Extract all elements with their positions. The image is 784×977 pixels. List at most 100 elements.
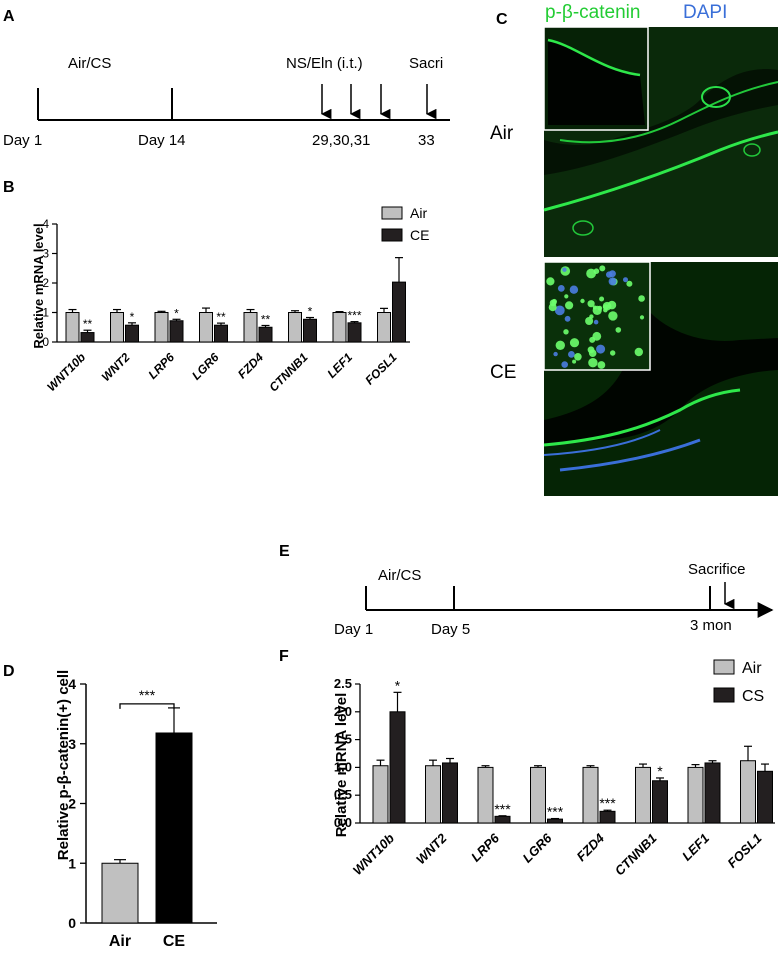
panel-b-bar-air: [243, 312, 258, 343]
panel-b-sig: **: [83, 317, 93, 331]
micrograph-cell: [588, 358, 598, 368]
micrograph-cell: [610, 350, 616, 356]
timeline-a-event-label: NS/Eln (i.t.): [286, 55, 363, 72]
panel-d-ytick-label: 3: [68, 736, 76, 752]
panel-b-bar-ce: [392, 281, 406, 343]
panel-b-sig: **: [216, 310, 226, 324]
panel-b-bar-air: [288, 312, 302, 343]
timeline-a-day33: 33: [418, 132, 435, 149]
panel-d-bar-air: [101, 862, 139, 924]
panel-f-bar-cs: [757, 770, 773, 824]
micrograph-cell: [592, 331, 602, 341]
micrograph-cell: [638, 295, 645, 302]
panel-b-sig: ***: [347, 309, 361, 323]
panel-b-chart: B Relative mRNA level Air CE 01234**WNT1…: [3, 179, 429, 395]
micrograph-cell: [569, 338, 580, 348]
micrograph-cell: [553, 351, 558, 357]
panel-d-ytick-label: 2: [68, 796, 76, 812]
panel-a: A Air/CS NS/Eln (i.t.) Sacri Day 1 Day 1…: [3, 8, 450, 149]
panel-b-bar-ce: [80, 332, 95, 343]
micrograph-cell: [593, 319, 599, 325]
panel-b-ytick-label: 0: [42, 335, 49, 349]
micrograph-cell: [597, 361, 606, 369]
micrograph-cell: [561, 361, 568, 368]
panel-c: C p-β-catenin DAPI Air CE: [490, 2, 779, 496]
micrograph-cell: [549, 299, 557, 307]
panel-b-bar-ce: [125, 324, 139, 343]
panel-b-ytick-label: 1: [42, 306, 49, 320]
panel-f-category-label: FOSL1: [724, 831, 764, 871]
micrograph-cell: [603, 307, 608, 313]
panel-b-bar-ce: [303, 318, 317, 343]
micrograph-cell: [562, 267, 567, 272]
panel-f-bar-cs: [442, 762, 458, 824]
panel-f-bar-air: [635, 766, 651, 824]
panel-f-sig: ***: [599, 795, 616, 811]
panel-c-stain-dapi: DAPI: [683, 2, 727, 23]
panel-f-label: F: [279, 648, 289, 665]
panel-f-bar-air: [530, 766, 546, 824]
panel-f-category-label: LGR6: [519, 830, 555, 866]
panel-f-legend-cs-swatch: [713, 687, 735, 703]
micrograph-cell: [585, 317, 594, 325]
panel-d-sig-bracket: [119, 703, 175, 709]
panel-f-chart: F Relative mRNA level Air CS 0.0 0.5 1.0 1.…: [279, 648, 775, 878]
panel-f-bar-air: [425, 765, 441, 824]
panel-b-category-label: WNT10b: [44, 350, 88, 394]
micrograph-cell: [592, 305, 602, 315]
panel-b-sig: *: [130, 310, 135, 324]
panel-b-sig: *: [174, 306, 179, 320]
panel-f-bar-cs: [704, 762, 721, 824]
panel-d-category-label: CE: [163, 933, 186, 950]
panel-b-legend: Air CE: [381, 205, 429, 243]
timeline-a-day1: Day 1: [3, 132, 42, 149]
micrograph-cell: [608, 277, 617, 286]
panel-f-bar-cs: [599, 810, 616, 824]
panel-d-ylabel: Relative p-β-catenin(+) cell: [55, 670, 72, 860]
micrograph-cell: [565, 301, 574, 310]
micrograph-cell: [563, 329, 569, 335]
panel-d-ytick-label: 1: [68, 855, 76, 871]
panel-b-category-label: CTNNB1: [266, 350, 311, 395]
panel-f-category-label: WNT2: [413, 830, 450, 867]
micrograph-cell: [580, 298, 585, 304]
micrograph-cell: [555, 340, 565, 350]
timeline-e-day5: Day 5: [431, 621, 470, 638]
panel-b-ytick-label: 3: [42, 247, 49, 261]
panel-f-ylabel: Relative mRNA level: [333, 693, 350, 838]
micrograph-cell: [626, 280, 633, 287]
panel-f-sig: *: [395, 677, 401, 693]
panel-f-sig: *: [657, 763, 663, 779]
panel-b-sig: *: [308, 305, 313, 319]
panel-b-bar-ce: [258, 326, 273, 343]
panel-e-label: E: [279, 543, 290, 560]
micrograph-cell: [596, 344, 606, 354]
panel-f-ytick-label: 0.0: [334, 815, 352, 830]
panel-b-category-label: LRP6: [146, 350, 178, 382]
micrograph-cell: [557, 285, 565, 292]
panel-f-bar-air: [740, 760, 756, 824]
panel-b-bar-air: [154, 312, 169, 343]
panel-f-bar-air: [687, 766, 704, 824]
panel-f-legend-cs: CS: [742, 688, 764, 705]
micrograph-cell: [587, 300, 595, 308]
micrograph-ce: [543, 261, 778, 496]
micrograph-air: [543, 26, 779, 257]
panel-d-ytick-label: 0: [68, 915, 76, 931]
panel-f-sig: ***: [494, 801, 511, 817]
micrograph-cell: [568, 351, 575, 358]
panel-f-bar-air: [372, 765, 389, 824]
panel-d-sig: ***: [139, 687, 156, 703]
panel-f-category-label: FZD4: [574, 830, 608, 864]
panel-d-category-label: Air: [109, 933, 131, 950]
panel-f-ytick-label: 2.0: [334, 704, 352, 719]
timeline-e-3mon: 3 mon: [690, 617, 732, 634]
panel-f-legend-air: Air: [742, 660, 762, 677]
panel-f-bar-cs: [547, 818, 563, 824]
panel-f-bar-air: [477, 766, 494, 824]
panel-b-bar-ce: [214, 324, 228, 343]
panel-b-category-label: FOSL1: [362, 350, 399, 387]
panel-f-ytick-label: 0.5: [334, 787, 352, 802]
panel-f-ytick-label: 1.0: [334, 759, 352, 774]
